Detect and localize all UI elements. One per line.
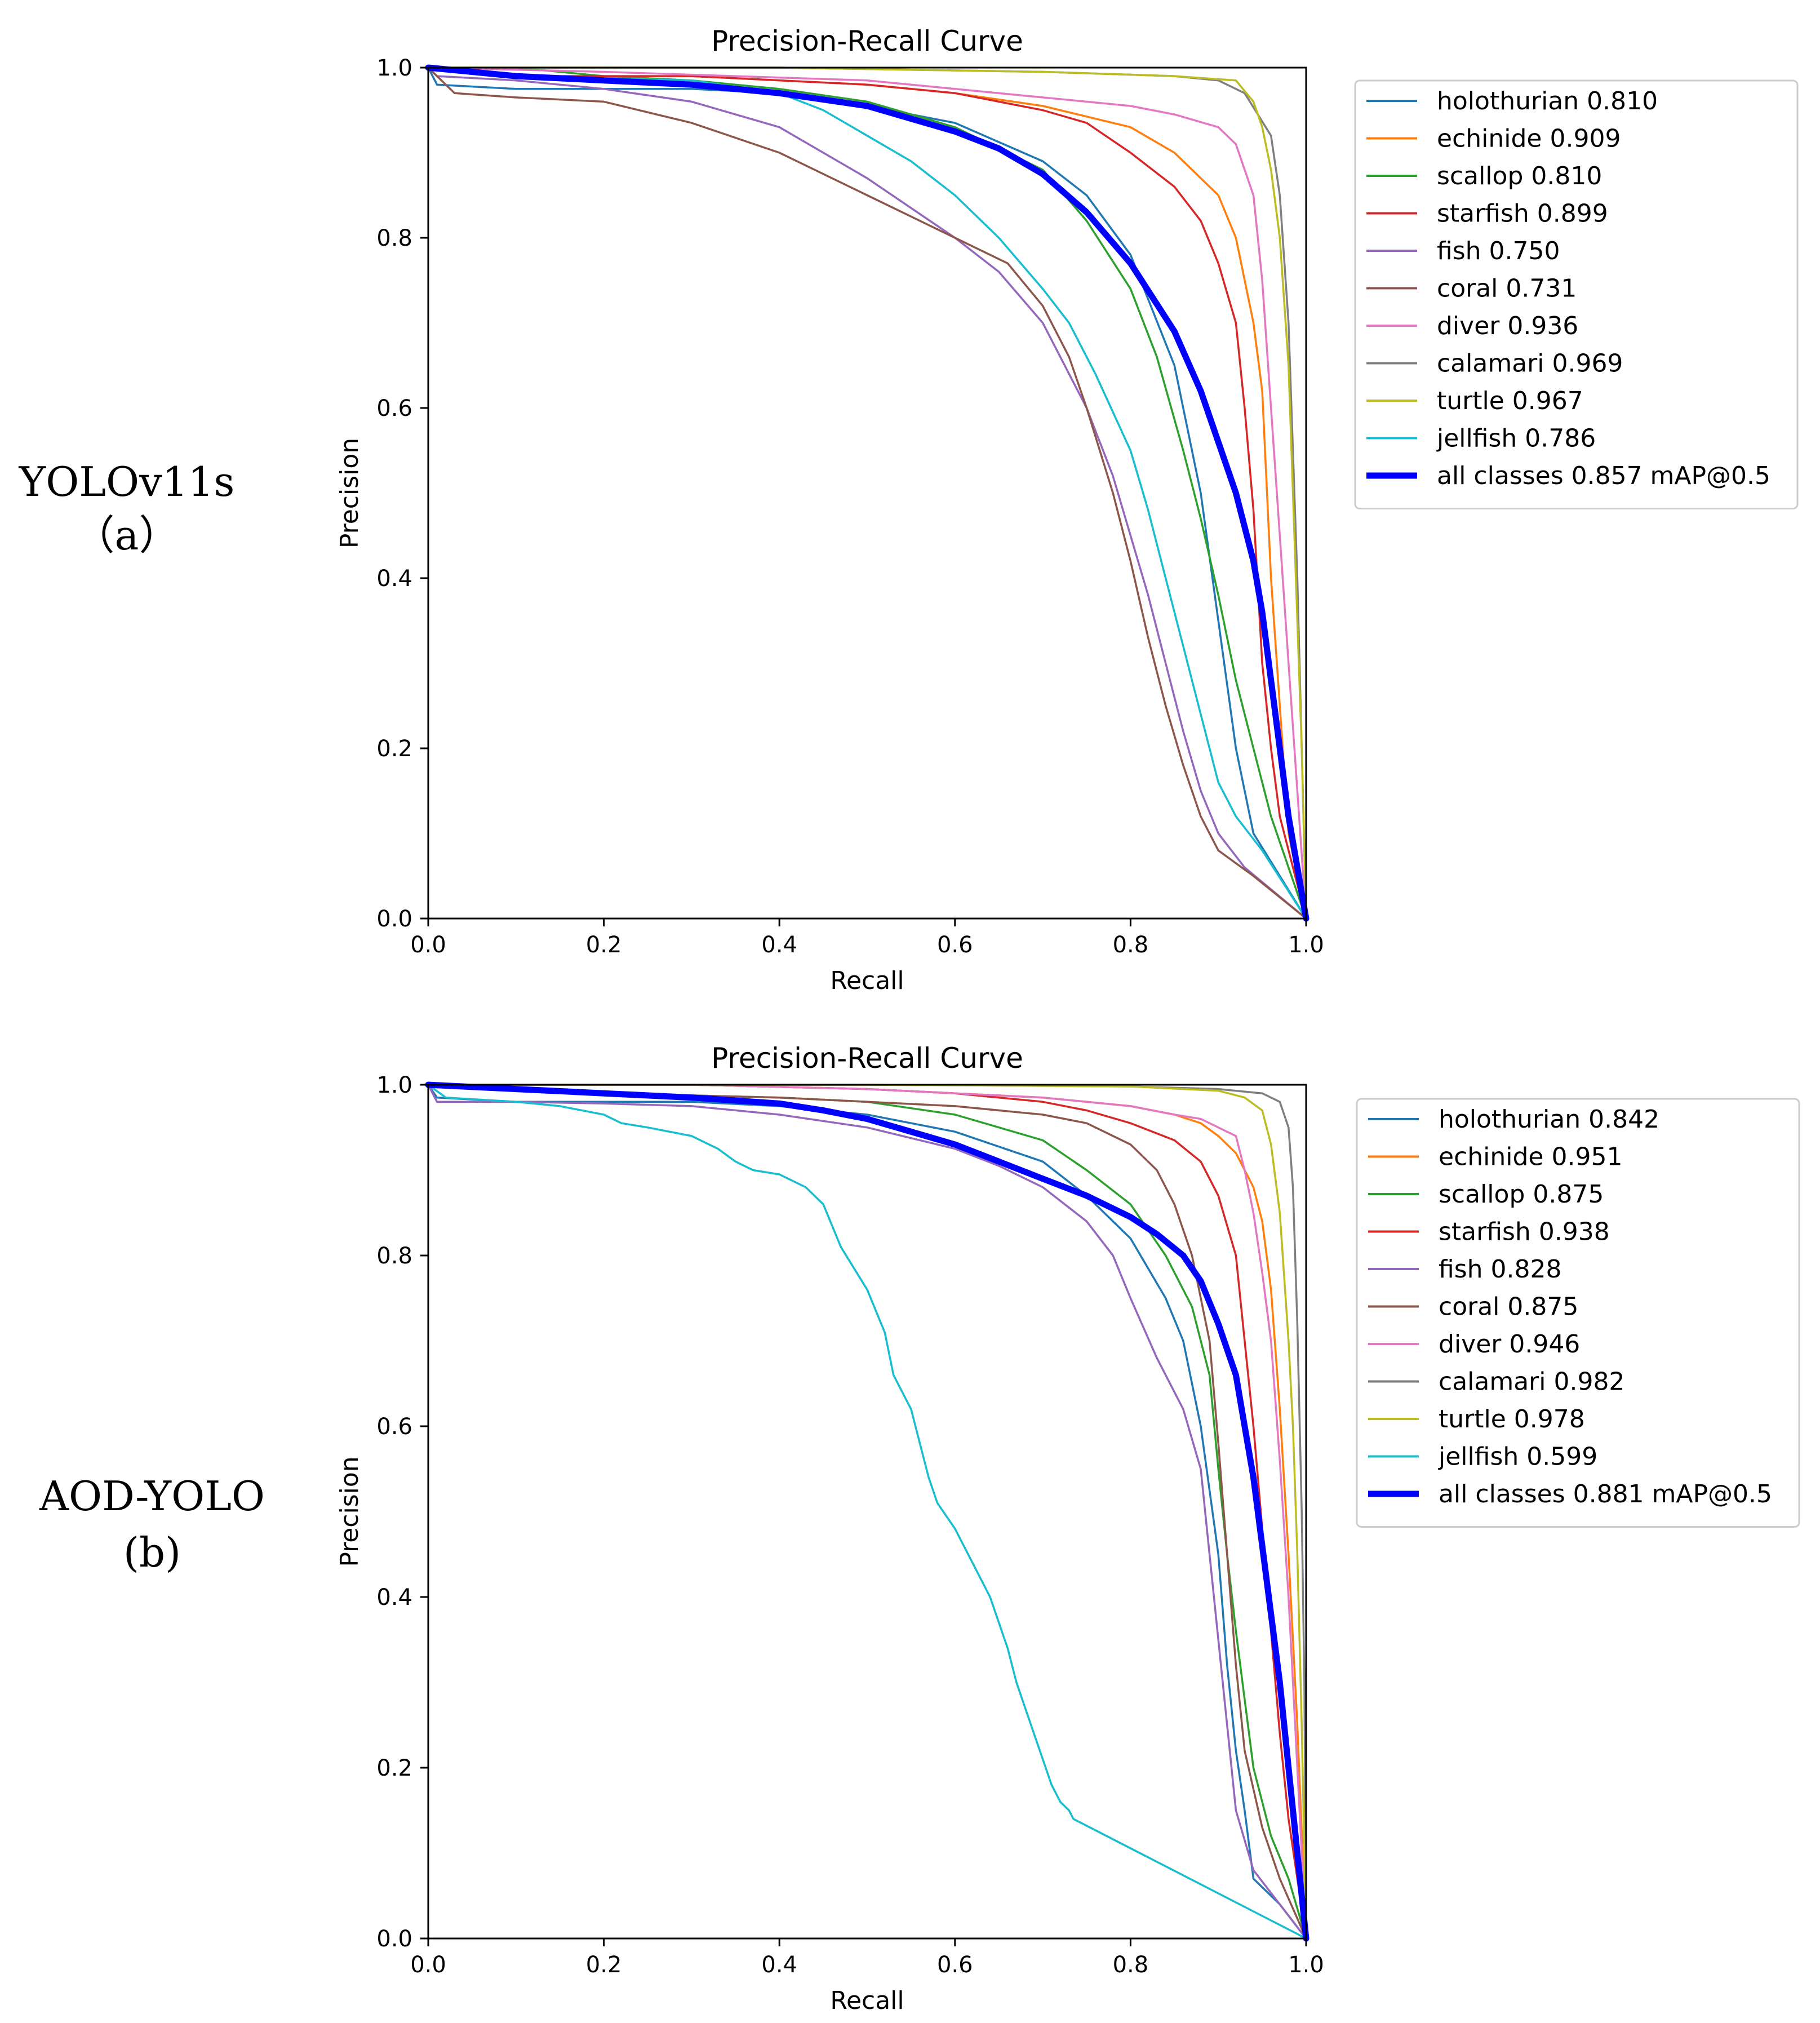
row-sublabel-a: （a） [74,512,180,559]
legend-label: diver 0.946 [1439,1330,1580,1359]
legend-label: all classes 0.881 mAP@0.5 [1439,1480,1772,1509]
legend-label: turtle 0.967 [1437,387,1583,415]
x-axis-label: Recall [830,966,904,995]
series-line-jellfish [427,1084,1307,1940]
row-sublabel-b: (b) [123,1529,181,1576]
series-line-scallop [427,1084,1307,1940]
series-line-diver [427,1084,1307,1940]
series-line-turtle [427,1084,1307,1940]
x-tick-label: 0.0 [410,932,446,958]
y-tick-label: 0.8 [376,1243,412,1269]
series-line-fish [427,66,1307,920]
series-line-fish [427,1084,1307,1940]
y-tick-label: 0.8 [376,225,412,251]
y-tick-label: 1.0 [376,55,412,81]
x-tick-label: 1.0 [1288,932,1324,958]
series-line-all-classes [425,64,1309,922]
y-tick-label: 1.0 [376,1072,412,1098]
legend-label: echinide 0.909 [1437,125,1621,153]
x-tick-label: 0.8 [1113,932,1149,958]
x-tick-label: 0.4 [761,932,797,958]
chart-title: Precision-Recall Curve [711,25,1023,57]
x-tick-label: 0.8 [1113,1952,1149,1978]
legend-label: jellfish 0.786 [1436,424,1596,453]
y-tick-label: 0.6 [376,396,412,422]
y-tick-label: 0.2 [376,1755,412,1781]
legend-label: holothurian 0.842 [1439,1105,1659,1134]
series-line-starfish [427,66,1307,920]
series-line-coral [427,1084,1307,1940]
legend-label: jellfish 0.599 [1438,1443,1597,1471]
series-line-calamari [427,1084,1307,1940]
legend-label: scallop 0.875 [1439,1180,1604,1209]
series-line-diver [427,66,1307,920]
series-line-turtle [427,66,1307,920]
legend-label: coral 0.731 [1437,274,1577,303]
x-axis-label: Recall [830,1986,904,2015]
x-tick-label: 0.0 [410,1952,446,1978]
legend-label: diver 0.936 [1437,312,1578,340]
series-line-holothurian [427,66,1307,920]
y-tick-label: 0.4 [376,566,412,592]
chart-a: Precision-Recall Curve 0.0 0.2 0.4 0.6 0.8 1.0… [335,25,1799,995]
legend-label: all classes 0.857 mAP@0.5 [1437,462,1770,490]
series-line-all-classes [425,1081,1309,1942]
row-label-b: AOD-YOLO [39,1472,265,1520]
legend-label: echinide 0.951 [1439,1143,1622,1172]
x-tick-label: 0.6 [937,1952,973,1978]
legend-label: scallop 0.810 [1437,162,1602,190]
legend-label: turtle 0.978 [1439,1405,1585,1434]
chart-b: Precision-Recall Curve 0.0 0.2 0.4 0.6 0.8 1.0… [335,1042,1800,2015]
series-line-jellfish [427,66,1307,920]
y-axis-label: Precision [335,1456,364,1567]
legend-box [1354,79,1799,509]
x-tick-label: 0.2 [586,1952,622,1978]
legend-label: starfish 0.899 [1437,199,1608,228]
row-label-a: YOLOv11s [19,458,235,505]
x-tick-label: 0.4 [761,1952,797,1978]
chart-title: Precision-Recall Curve [711,1042,1023,1075]
plot-frame [427,1084,1307,1940]
legend-label: calamari 0.982 [1439,1368,1624,1396]
plot-frame [427,66,1307,920]
legend-label: fish 0.828 [1439,1255,1561,1284]
series-line-coral [427,66,1307,920]
y-axis-label: Precision [335,438,364,548]
series-line-starfish [427,1084,1307,1940]
x-tick-label: 1.0 [1288,1952,1324,1978]
x-tick-label: 0.2 [586,932,622,958]
legend-box [1356,1098,1800,1528]
legend-label: coral 0.875 [1439,1293,1578,1321]
y-tick-label: 0.0 [376,906,412,932]
legend-label: holothurian 0.810 [1437,87,1658,116]
y-tick-label: 0.4 [376,1585,412,1611]
legend-label: starfish 0.938 [1439,1218,1610,1246]
series-line-echinide [427,1084,1307,1940]
y-tick-label: 0.2 [376,736,412,762]
y-tick-label: 0.0 [376,1926,412,1952]
y-tick-label: 0.6 [376,1414,412,1440]
legend-label: fish 0.750 [1437,237,1560,265]
x-tick-label: 0.6 [937,932,973,958]
legend-label: calamari 0.969 [1437,349,1623,378]
series-line-holothurian [427,1084,1307,1940]
